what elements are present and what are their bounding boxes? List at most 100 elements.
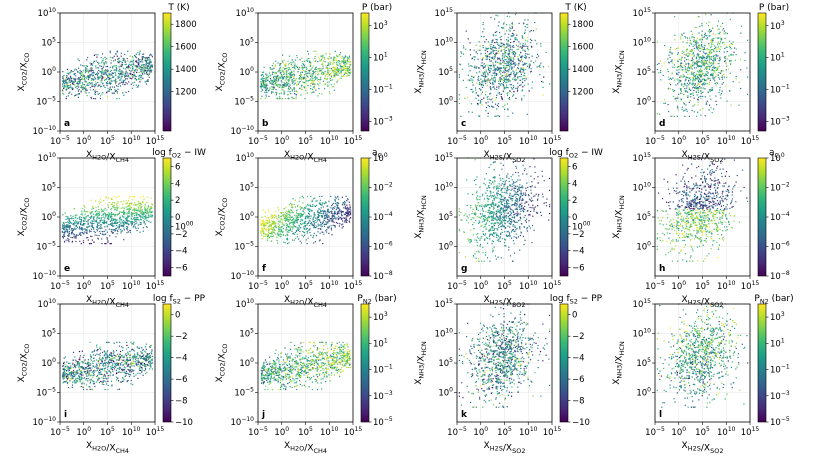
scatter-point	[291, 82, 293, 84]
scatter-point	[91, 205, 94, 207]
scatter-point	[135, 204, 138, 206]
scatter-point	[687, 77, 689, 79]
scatter-point	[549, 83, 551, 85]
scatter-point	[94, 231, 96, 233]
scatter-point	[108, 218, 110, 221]
scatter-point	[347, 59, 349, 62]
scatter-point	[698, 44, 700, 46]
scatter-point	[525, 45, 527, 47]
scatter-point	[332, 60, 334, 62]
scatter-point	[90, 69, 92, 71]
scatter-point	[95, 83, 97, 85]
scatter-point	[520, 67, 522, 69]
scatter-point	[522, 86, 524, 88]
scatter-point	[71, 222, 73, 224]
scatter-point	[709, 104, 711, 106]
scatter-point	[318, 92, 320, 95]
scatter-point	[684, 66, 686, 68]
scatter-point	[289, 76, 291, 79]
scatter-point	[698, 83, 700, 85]
scatter-point	[688, 77, 690, 79]
scatter-point	[334, 67, 336, 69]
scatter-point	[304, 234, 306, 236]
scatter-point	[740, 69, 742, 71]
scatter-point	[284, 63, 286, 65]
scatter-point	[706, 37, 709, 39]
scatter-point	[516, 39, 518, 41]
scatter-point	[507, 39, 509, 41]
scatter-point	[706, 57, 708, 59]
scatter-point	[719, 89, 721, 91]
scatter-point	[117, 213, 119, 216]
scatter-point	[301, 86, 303, 88]
scatter-point	[297, 71, 299, 73]
scatter-point	[108, 212, 110, 214]
scatter-point	[512, 45, 514, 47]
scatter-point	[305, 66, 307, 68]
scatter-point	[705, 38, 707, 40]
scatter-point	[329, 93, 331, 95]
scatter-point	[111, 223, 113, 225]
scatter-point	[276, 84, 278, 87]
scatter-point	[131, 87, 134, 89]
scatter-point	[491, 75, 493, 77]
scatter-point	[310, 62, 312, 64]
scatter-point	[689, 42, 691, 44]
scatter-point	[64, 80, 66, 82]
scatter-point	[692, 84, 694, 86]
scatter-point	[100, 218, 102, 220]
scatter-point	[518, 75, 521, 78]
scatter-point	[77, 90, 79, 92]
scatter-point	[279, 63, 281, 65]
colorbar-tick-label: 4	[175, 179, 180, 189]
scatter-point	[515, 44, 517, 46]
scatter-point	[103, 70, 105, 72]
scatter-point	[144, 223, 146, 225]
scatter-point	[511, 88, 513, 90]
scatter-point	[91, 228, 93, 230]
scatter-point	[129, 61, 131, 63]
scatter-point	[339, 72, 341, 74]
scatter-point	[80, 64, 82, 66]
scatter-point	[81, 229, 84, 231]
scatter-point	[149, 59, 151, 61]
scatter-point	[504, 71, 506, 74]
scatter-point	[75, 86, 77, 88]
scatter-point	[696, 40, 698, 42]
scatter-point	[146, 73, 148, 75]
scatter-point	[315, 67, 317, 69]
scatter-point	[704, 83, 706, 85]
scatter-point	[145, 66, 147, 68]
scatter-point	[262, 71, 265, 73]
scatter-point	[480, 64, 482, 67]
scatter-point	[70, 236, 72, 238]
scatter-point	[499, 67, 501, 69]
scatter-point	[120, 75, 123, 78]
scatter-point	[93, 227, 95, 229]
scatter-point	[96, 91, 98, 93]
scatter-point	[308, 57, 310, 60]
scatter-point	[525, 62, 528, 65]
scatter-point	[69, 72, 71, 74]
scatter-point	[696, 41, 698, 43]
scatter-point	[498, 47, 500, 49]
scatter-point	[108, 197, 110, 199]
scatter-point	[111, 229, 113, 231]
scatter-point	[108, 90, 110, 92]
scatter-point	[293, 70, 295, 72]
scatter-point	[77, 84, 79, 86]
scatter-point	[482, 24, 484, 26]
scatter-point	[347, 61, 349, 63]
scatter-point	[489, 72, 491, 74]
scatter-point	[333, 83, 335, 85]
scatter-point	[89, 83, 91, 85]
scatter-point	[542, 94, 544, 96]
scatter-point	[688, 69, 690, 71]
scatter-point	[508, 75, 510, 77]
scatter-point	[512, 35, 514, 37]
scatter-point	[691, 93, 693, 95]
scatter-point	[88, 82, 90, 84]
scatter-point	[323, 57, 325, 59]
x-tick-label: 100	[274, 135, 289, 147]
scatter-point	[75, 237, 77, 239]
